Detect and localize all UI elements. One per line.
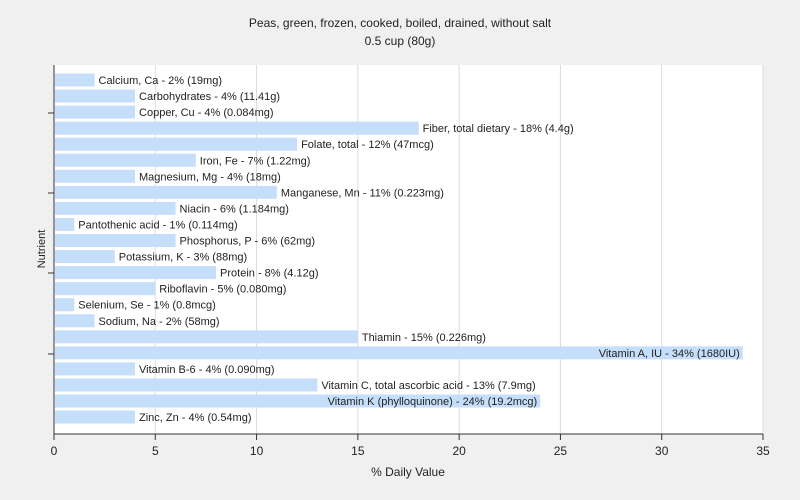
bar xyxy=(55,314,95,328)
bar-label: Riboflavin - 5% (0.080mg) xyxy=(159,284,286,296)
bar xyxy=(55,169,136,183)
bar-label: Vitamin A, IU - 34% (1680IU) xyxy=(599,348,740,360)
bar xyxy=(55,73,95,87)
bar-label: Selenium, Se - 1% (0.8mcg) xyxy=(78,300,216,312)
bar xyxy=(55,121,419,135)
bar xyxy=(55,217,75,231)
bar-labels: Calcium, Ca - 2% (19mg) Carbohydrates - 4… xyxy=(78,75,739,424)
bar-label: Niacin - 6% (1.184mg) xyxy=(180,203,289,215)
bar-label: Thiamin - 15% (0.226mg) xyxy=(362,332,486,344)
x-tick-label: 0 xyxy=(51,444,58,458)
bar-label: Phosphorus, P - 6% (62mg) xyxy=(180,236,316,248)
x-tick-label: 20 xyxy=(452,444,466,458)
bar xyxy=(55,105,136,119)
axes xyxy=(48,65,763,435)
bar xyxy=(55,201,176,215)
bar-label: Fiber, total dietary - 18% (4.4g) xyxy=(423,123,574,135)
bar xyxy=(55,346,743,360)
bar-label: Vitamin K (phylloquinone) - 24% (19.2mcg… xyxy=(328,396,538,408)
bar-label: Calcium, Ca - 2% (19mg) xyxy=(99,75,222,87)
bar xyxy=(55,153,196,167)
x-tick-label: 15 xyxy=(351,444,365,458)
x-axis-ticks: 0 5 10 15 20 25 30 35 xyxy=(51,434,770,458)
bar-label: Pantothenic acid - 1% (0.114mg) xyxy=(78,219,237,231)
bar xyxy=(55,266,217,280)
y-axis-label: Nutrient xyxy=(36,230,48,269)
bar-label: Vitamin B-6 - 4% (0.090mg) xyxy=(139,364,275,376)
bar xyxy=(55,282,156,296)
bar xyxy=(55,298,75,312)
chart-title: Peas, green, frozen, cooked, boiled, dra… xyxy=(249,16,552,30)
bar xyxy=(55,185,277,199)
bar-label: Zinc, Zn - 4% (0.54mg) xyxy=(139,412,251,424)
bar xyxy=(55,362,136,376)
bar-label: Carbohydrates - 4% (11.41g) xyxy=(139,91,280,103)
bar xyxy=(55,378,318,392)
bar-label: Sodium, Na - 2% (58mg) xyxy=(99,316,220,328)
chart-subtitle: 0.5 cup (80g) xyxy=(365,34,436,48)
bar-label: Folate, total - 12% (47mcg) xyxy=(301,139,434,151)
bar xyxy=(55,89,136,103)
x-axis-label: % Daily Value xyxy=(371,465,445,479)
bar xyxy=(55,234,176,247)
bar-label: Manganese, Mn - 11% (0.223mg) xyxy=(281,187,444,199)
bar xyxy=(55,137,298,151)
bar xyxy=(55,394,541,408)
bar xyxy=(55,410,136,424)
x-tick-label: 30 xyxy=(655,444,669,458)
bar xyxy=(55,250,115,264)
x-tick-label: 35 xyxy=(756,444,770,458)
bar-label: Copper, Cu - 4% (0.084mg) xyxy=(139,107,274,119)
bar-label: Iron, Fe - 7% (1.22mg) xyxy=(200,155,311,167)
bar-label: Potassium, K - 3% (88mg) xyxy=(119,252,247,264)
bar-label: Magnesium, Mg - 4% (18mg) xyxy=(139,171,281,183)
bar-label: Vitamin C, total ascorbic acid - 13% (7.… xyxy=(321,380,535,392)
bar xyxy=(55,330,358,344)
bars xyxy=(55,73,743,424)
bar-label: Protein - 8% (4.12g) xyxy=(220,268,318,280)
x-tick-label: 10 xyxy=(250,444,264,458)
x-tick-label: 25 xyxy=(554,444,568,458)
x-tick-label: 5 xyxy=(152,444,159,458)
